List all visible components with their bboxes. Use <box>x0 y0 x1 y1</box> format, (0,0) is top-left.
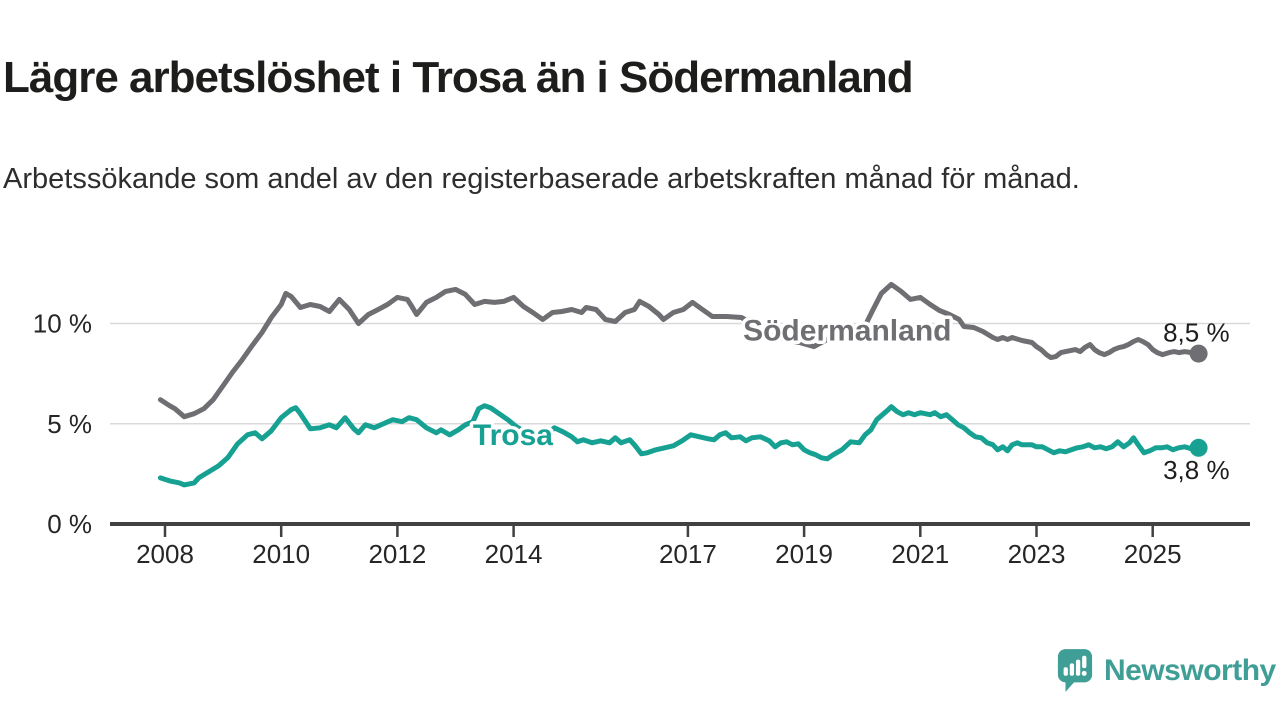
unemployment-chart: 2008 2010 2012 2014 2017 2019 2021 2023 2025 0 % 5… <box>0 240 1280 590</box>
chart-svg: 2008 2010 2012 2014 2017 2019 2021 2023 2025 0 % 5… <box>33 281 1250 569</box>
x-axis-label-2012: 2012 <box>368 539 426 569</box>
exclamation-stem <box>1082 655 1087 669</box>
series-end-dot-trosa <box>1189 438 1208 457</box>
x-axis-label-2023: 2023 <box>1008 539 1066 569</box>
y-axis-label-5: 5 % <box>47 409 92 439</box>
bar-2 <box>1069 663 1075 676</box>
page-subtitle: Arbetssökande som andel av den registerb… <box>3 163 1080 195</box>
x-axis-label-2014: 2014 <box>485 539 543 569</box>
x-axis-label-2021: 2021 <box>891 539 949 569</box>
series-label-trosa: Trosa <box>473 419 553 452</box>
x-axis-label-2017: 2017 <box>659 539 717 569</box>
newsworthy-wordmark: Newsworthy <box>1104 654 1276 687</box>
series-line-trosa <box>157 403 1202 488</box>
end-value-label-trosa: 3,8 % <box>1163 455 1230 485</box>
x-axis-label-2008: 2008 <box>136 539 194 569</box>
end-value-label-södermanland: 8,5 % <box>1163 318 1230 348</box>
series-end-dot-södermanland <box>1189 344 1208 363</box>
newsworthy-icon <box>1057 649 1093 692</box>
x-axis-label-2019: 2019 <box>775 539 833 569</box>
exclamation-dot <box>1081 670 1087 676</box>
x-axis-label-2010: 2010 <box>252 539 310 569</box>
y-axis-label-10: 10 % <box>33 309 92 339</box>
newsworthy-logo: Newsworthy <box>1056 648 1276 694</box>
series-label-södermanland: Södermanland <box>743 315 951 348</box>
page-title: Lägre arbetslöshet i Trosa än i Söderman… <box>3 53 914 103</box>
x-axis-label-2025: 2025 <box>1124 539 1182 569</box>
y-axis-label-0: 0 % <box>47 509 92 539</box>
bar-3 <box>1075 659 1081 676</box>
speech-bubble-shape <box>1057 649 1093 692</box>
bar-1 <box>1063 667 1068 676</box>
series-line-södermanland <box>157 281 1202 420</box>
